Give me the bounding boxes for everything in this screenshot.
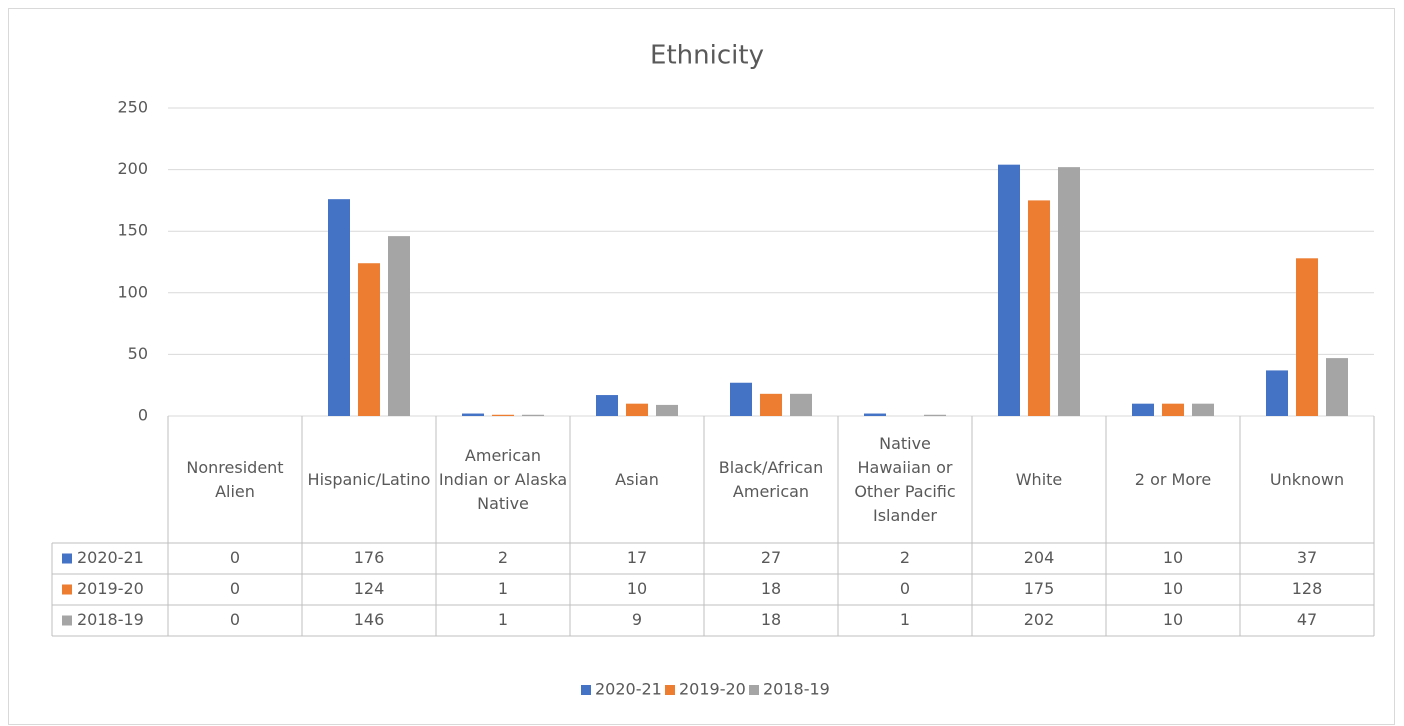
table-value: 2 [498,548,508,567]
bar [1326,358,1348,416]
bar [760,393,782,416]
bar [1058,167,1080,416]
legend-key [749,685,759,695]
bar [388,236,410,416]
table-value: 0 [230,548,240,567]
table-value: 10 [1163,579,1183,598]
category-label: American Indian or Alaska Native [438,445,568,513]
bar [358,263,380,416]
table-legend-key [62,584,72,595]
category-label: Native Hawaiian or Other Pacific Islande… [854,433,956,525]
bar [1192,403,1214,416]
category-label: Unknown [1269,469,1345,489]
bar [1296,258,1318,416]
table-value: 18 [761,610,781,629]
bar [730,382,752,416]
table-value: 17 [627,548,647,567]
table-value: 0 [230,610,240,629]
table-value: 37 [1297,548,1317,567]
bar [998,164,1020,416]
y-tick-label: 50 [128,344,148,363]
y-tick-label: 0 [138,406,148,425]
table-value: 1 [498,610,508,629]
table-value: 18 [761,579,781,598]
bar [1266,370,1288,416]
table-value: 1 [498,579,508,598]
category-label: 2 or More [1134,469,1212,489]
table-value: 128 [1292,579,1323,598]
bar [328,199,350,416]
category-label: Hispanic/Latino [307,469,431,489]
table-series-name: 2020-21 [77,548,144,567]
bar [462,413,484,416]
bar [492,414,514,416]
bar [522,414,544,416]
table-value: 10 [1163,610,1183,629]
bar [864,413,886,416]
category-label: Black/African American [718,457,824,501]
category-label: Nonresident Alien [186,457,284,501]
table-value: 47 [1297,610,1317,629]
category-label: Asian [615,469,659,489]
chart-title: Ethnicity [650,41,764,71]
table-legend-key [62,553,72,564]
bar [790,393,812,416]
bar [924,414,946,416]
bar [656,404,678,416]
table-value: 146 [354,610,385,629]
y-tick-label: 200 [117,159,148,178]
table-value: 1 [900,610,910,629]
table-value: 27 [761,548,781,567]
table-value: 175 [1024,579,1055,598]
category-label: White [1015,469,1063,489]
table-value: 2 [900,548,910,567]
bar [626,403,648,416]
y-tick-label: 250 [117,98,148,117]
table-legend-key [62,615,72,626]
bar [1132,403,1154,416]
y-tick-label: 150 [117,221,148,240]
chart-frame [8,8,1395,725]
table-value: 0 [900,579,910,598]
table-value: 10 [627,579,647,598]
bar [596,395,618,416]
table-value: 9 [632,610,642,629]
legend-label: 2019-20 [679,680,746,699]
legend-label: 2018-19 [763,680,830,699]
table-value: 202 [1024,610,1055,629]
y-tick-label: 100 [117,282,148,301]
table-series-name: 2019-20 [77,579,144,598]
table-series-name: 2018-19 [77,610,144,629]
table-value: 10 [1163,548,1183,567]
table-value: 0 [230,579,240,598]
bar [1162,403,1184,416]
table-value: 124 [354,579,385,598]
legend-label: 2020-21 [595,680,662,699]
legend-key [581,685,591,695]
bar [1028,200,1050,416]
legend-key [665,685,675,695]
table-value: 176 [354,548,385,567]
table-value: 204 [1024,548,1055,567]
